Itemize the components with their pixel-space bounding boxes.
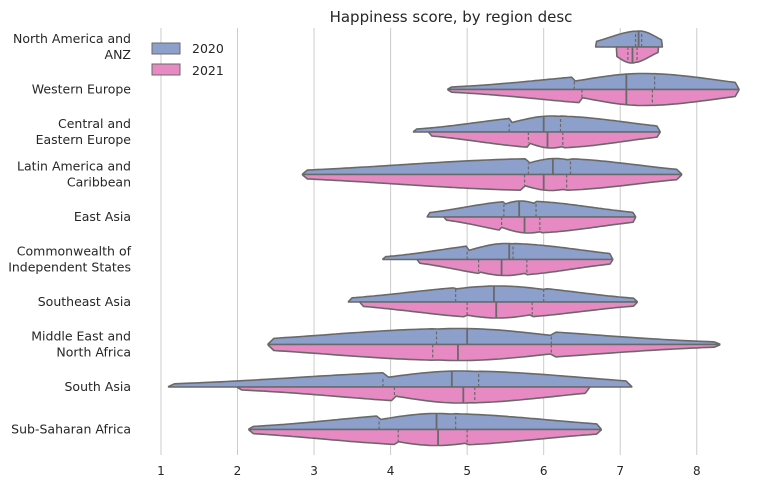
y-tick-label: Middle East and North Africa xyxy=(31,329,131,360)
y-tick-label: Central and Eastern Europe xyxy=(36,116,132,147)
y-tick-labels: North America and ANZ Western Europe Centra… xyxy=(8,31,131,437)
violin-half-2021 xyxy=(428,131,661,149)
violin-7 xyxy=(267,327,721,362)
violin-8 xyxy=(167,370,633,404)
y-tick-label: South Asia xyxy=(65,379,132,394)
legend-swatch-2020 xyxy=(151,42,181,55)
legend: 2020 2021 xyxy=(151,41,224,78)
violin-half-2020 xyxy=(301,157,683,176)
y-tick-label: Southeast Asia xyxy=(38,294,131,309)
x-tick-label: 4 xyxy=(387,464,395,478)
violin-half-2021 xyxy=(301,173,683,192)
violin-3 xyxy=(301,157,683,192)
violin-half-2020 xyxy=(382,242,614,261)
violin-half-2021 xyxy=(267,343,721,362)
y-tick-label: Western Europe xyxy=(32,82,132,97)
y-tick-label: North America and ANZ xyxy=(13,31,131,62)
violin-1 xyxy=(447,72,740,107)
y-tick-label-line: Sub-Saharan Africa xyxy=(11,422,131,437)
legend-swatch-2021 xyxy=(151,63,181,76)
y-tick-label-line: Southeast Asia xyxy=(38,294,131,309)
x-tick-labels: 1 2 3 4 5 6 7 8 xyxy=(157,464,700,478)
y-tick-label-line: ANZ xyxy=(105,47,131,62)
violin-half-2021 xyxy=(416,258,614,277)
x-tick-label: 6 xyxy=(540,464,548,478)
violin-half-2020 xyxy=(347,285,638,303)
x-tick-label: 2 xyxy=(234,464,242,478)
violin-half-2020 xyxy=(426,200,637,218)
x-tick-label: 1 xyxy=(157,464,165,478)
violins xyxy=(167,30,740,447)
x-tick-label: 3 xyxy=(310,464,318,478)
y-tick-label-line: South Asia xyxy=(65,379,132,394)
legend-label-2021: 2021 xyxy=(192,63,224,78)
y-tick-label: East Asia xyxy=(74,209,131,224)
legend-label-2020: 2020 xyxy=(192,41,224,56)
violin-4 xyxy=(426,200,637,234)
x-tick-label: 7 xyxy=(616,464,624,478)
violin-half-2021 xyxy=(447,88,740,107)
violin-half-2021 xyxy=(236,386,591,404)
violin-half-2021 xyxy=(359,301,638,319)
y-tick-label-line: Commonwealth of xyxy=(17,244,132,259)
y-tick-label: Sub-Saharan Africa xyxy=(11,422,131,437)
y-tick-label: Latin America and Caribbean xyxy=(17,159,131,190)
y-tick-label-line: Caribbean xyxy=(67,175,131,190)
y-tick-label-line: Latin America and xyxy=(17,159,131,174)
violin-0 xyxy=(594,30,664,64)
violin-6 xyxy=(347,285,638,319)
y-tick-label-line: Middle East and xyxy=(31,329,131,344)
y-tick-label-line: Western Europe xyxy=(32,82,132,97)
y-tick-label-line: Eastern Europe xyxy=(36,132,132,147)
violin-half-2020 xyxy=(594,30,664,48)
violin-5 xyxy=(382,242,614,277)
violin-half-2020 xyxy=(167,370,633,388)
violin-half-2021 xyxy=(248,428,602,447)
violin-half-2020 xyxy=(248,412,602,431)
y-tick-label: Commonwealth of Independent States xyxy=(8,244,131,275)
x-tick-label: 5 xyxy=(463,464,471,478)
y-tick-label-line: East Asia xyxy=(74,209,131,224)
violin-half-2020 xyxy=(447,72,740,91)
violin-half-2020 xyxy=(412,115,661,133)
violin-9 xyxy=(248,412,602,447)
y-tick-label-line: Central and xyxy=(58,116,131,131)
y-tick-label-line: North Africa xyxy=(56,345,131,360)
chart-title: Happiness score, by region desc xyxy=(330,8,573,26)
violin-half-2020 xyxy=(267,327,721,346)
x-tick-label: 8 xyxy=(693,464,701,478)
violin-2 xyxy=(412,115,661,149)
y-tick-label-line: Independent States xyxy=(8,260,131,275)
y-tick-label-line: North America and xyxy=(13,31,131,46)
